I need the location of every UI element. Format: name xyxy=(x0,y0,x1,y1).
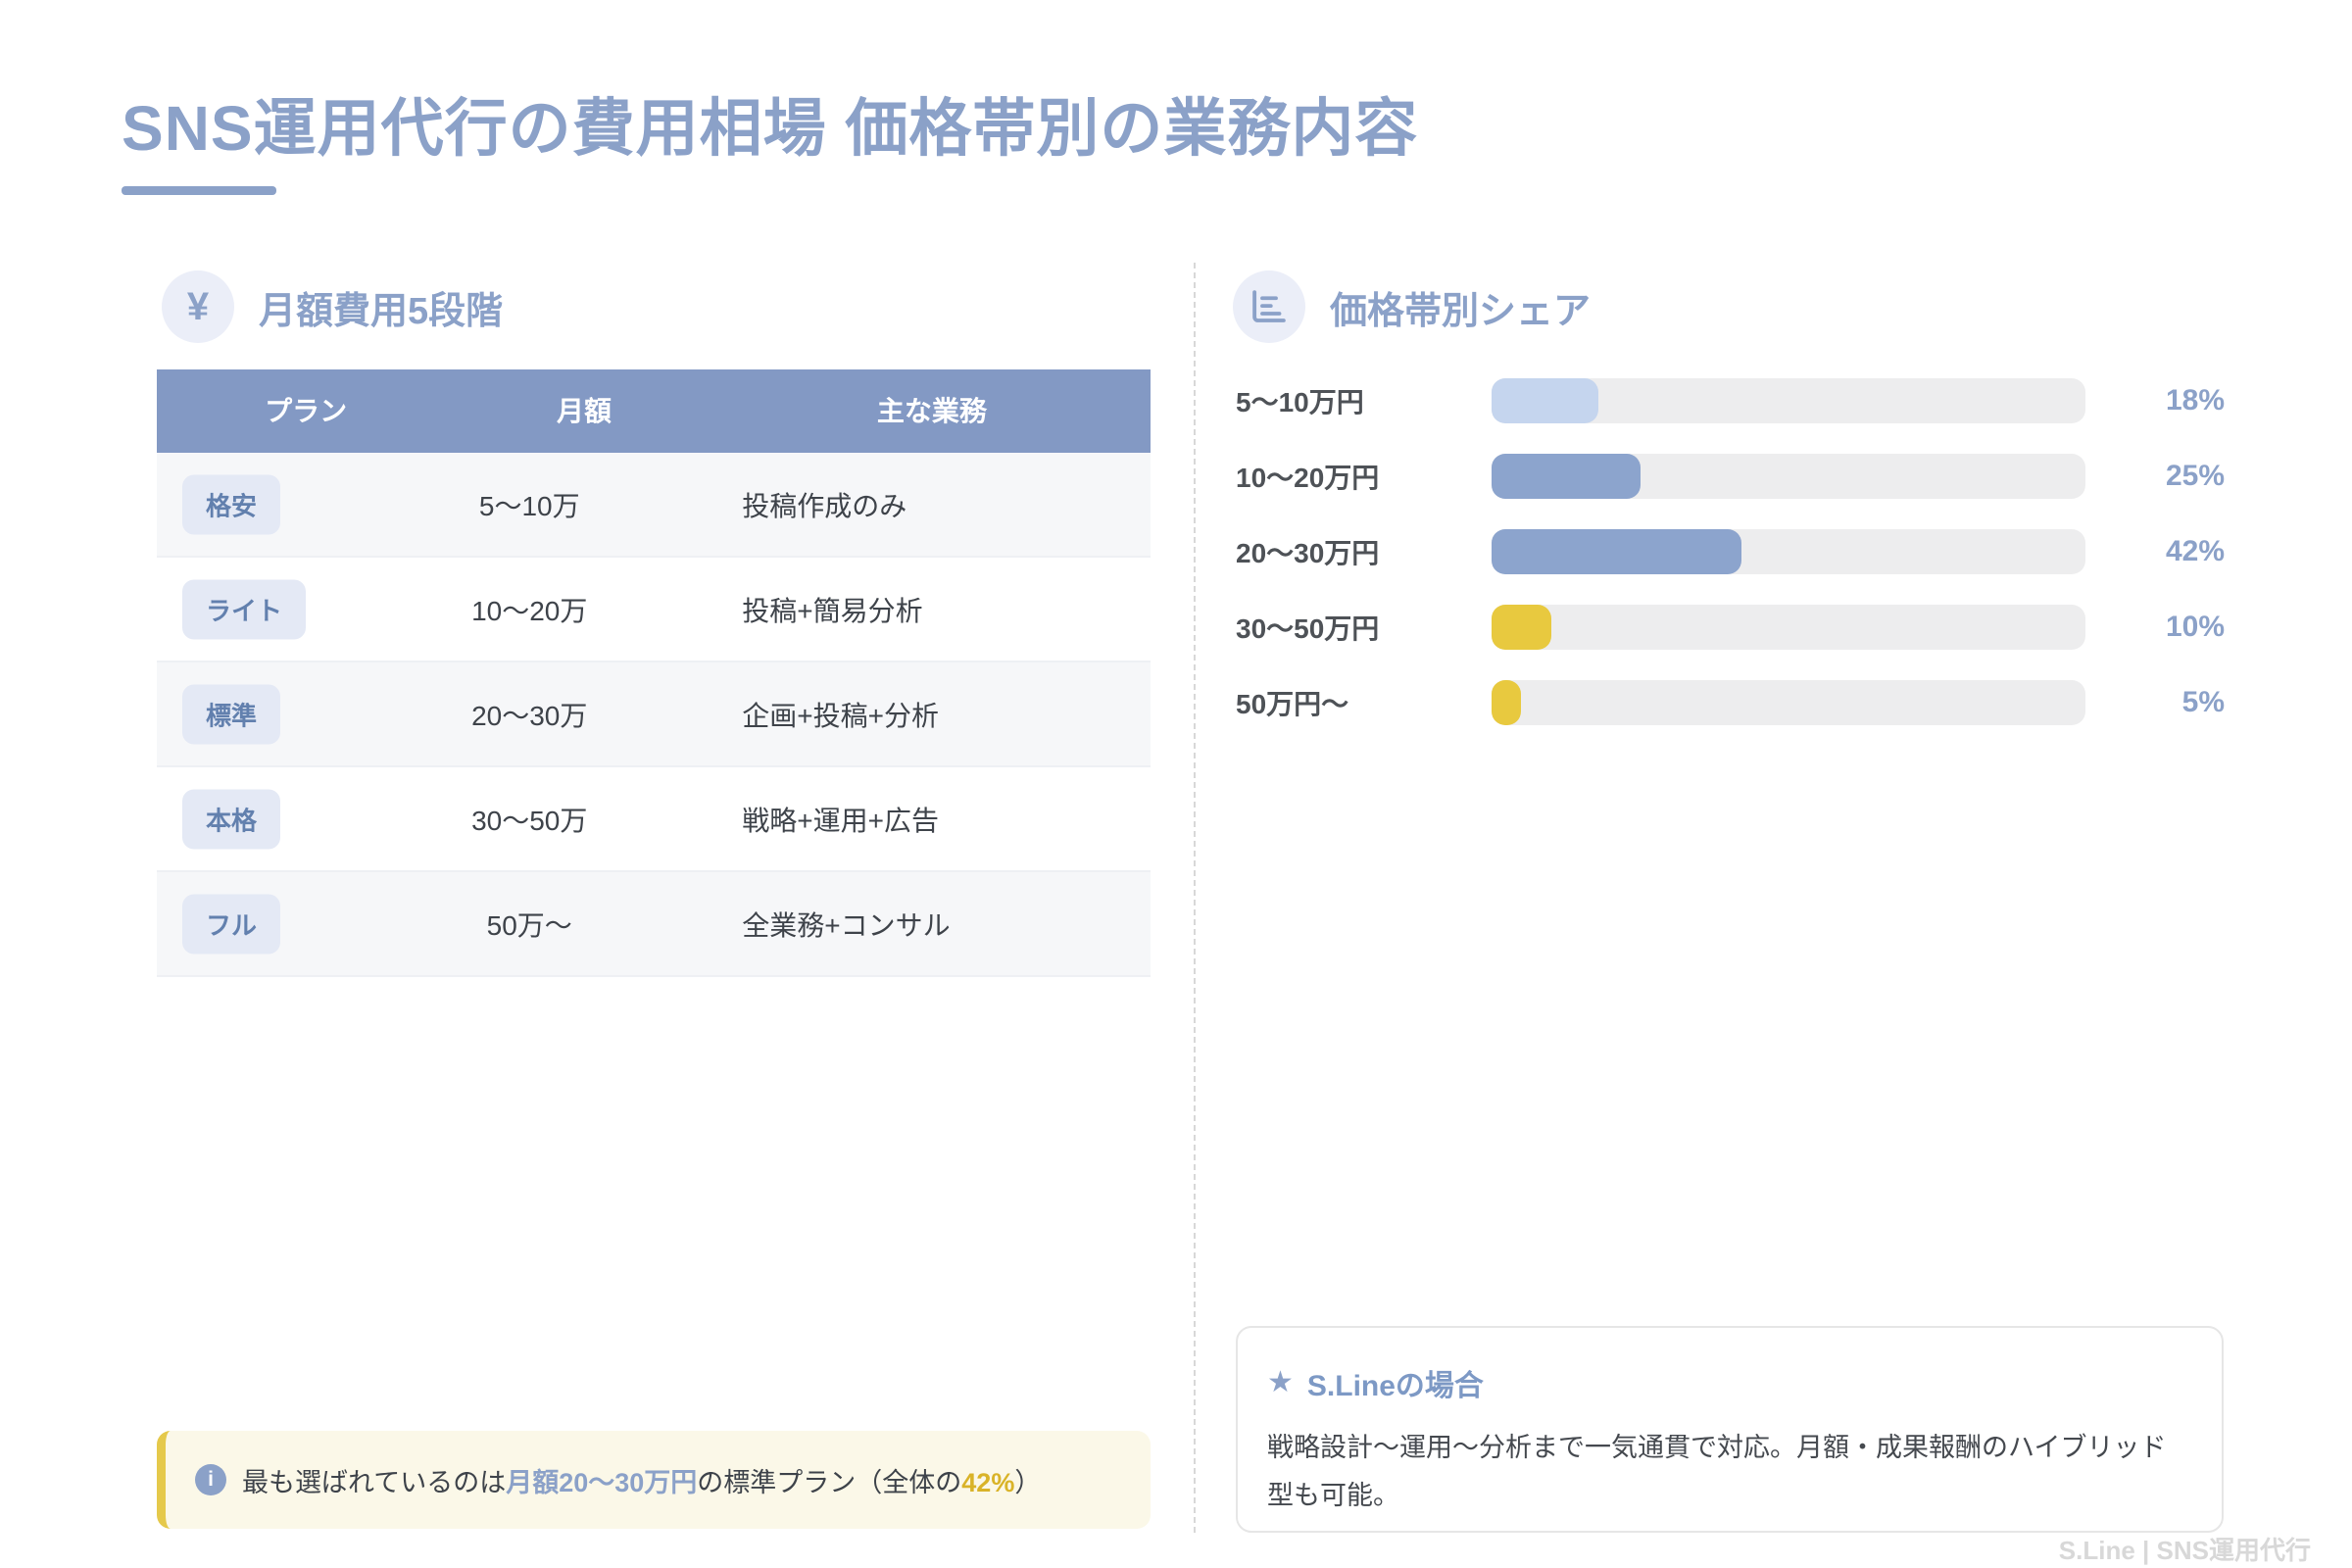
bar-track xyxy=(1492,680,2085,725)
plan-badge: 格安 xyxy=(182,474,281,534)
sline-card-head: ★ S.Lineの場合 xyxy=(1267,1361,2192,1404)
work-cell: 投稿+簡易分析 xyxy=(742,595,923,626)
note-highlight-gold: 42% xyxy=(961,1467,1015,1497)
share-bar-chart: 5〜10万円 18% 10〜20万円 25% 20〜30万円 42% 30〜50… xyxy=(1236,378,2225,756)
bar-value: 42% xyxy=(2165,535,2225,567)
footer-credit: S.Line | SNS運用代行 xyxy=(2058,1536,2311,1565)
bar-value: 18% xyxy=(2165,384,2225,416)
plan-badge: 本格 xyxy=(182,789,281,849)
note-box: i 最も選ばれているのは月額20〜30万円の標準プラン（全体の42%） xyxy=(157,1431,1151,1529)
plan-badge: フル xyxy=(182,894,281,954)
bar-fill xyxy=(1492,529,1741,574)
share-section-title: 価格帯別シェア xyxy=(1330,290,1592,332)
info-icon: i xyxy=(195,1464,226,1495)
note-highlight-blue: 月額20〜30万円 xyxy=(506,1467,698,1497)
pricing-table-header: プラン 月額 主な業務 xyxy=(157,369,1151,453)
bar-row: 30〜50万円 10% xyxy=(1236,605,2225,650)
sline-card-title: S.Lineの場合 xyxy=(1306,1370,1484,1402)
bar-fill xyxy=(1492,378,1599,423)
note-text: 最も選ばれているのは月額20〜30万円の標準プラン（全体の42%） xyxy=(242,1461,1041,1499)
sline-card: ★ S.Lineの場合 戦略設計〜運用〜分析まで一気通貫で対応。月額・成果報酬の… xyxy=(1236,1326,2224,1533)
price-cell: 5〜10万 xyxy=(478,490,580,521)
bar-chart-icon-circle xyxy=(1233,270,1305,343)
pricing-table: プラン 月額 主な業務 格安 5〜10万 投稿作成のみ ライト 10〜20万 投… xyxy=(157,369,1151,977)
note-suffix: ） xyxy=(1014,1467,1042,1497)
bar-value: 10% xyxy=(2165,611,2225,643)
page-title: SNS運用代行の費用相場 価格帯別の業務内容 xyxy=(122,93,1419,164)
star-icon: ★ xyxy=(1267,1366,1294,1398)
sline-card-body: 戦略設計〜運用〜分析まで一気通貫で対応。月額・成果報酬のハイブリッド型も可能。 xyxy=(1267,1433,2167,1510)
plan-badge: ライト xyxy=(182,579,307,639)
table-row: フル 50万〜 全業務+コンサル xyxy=(157,872,1151,977)
plan-badge: 標準 xyxy=(182,684,281,744)
bar-fill xyxy=(1492,680,1522,725)
bar-track xyxy=(1492,378,2085,423)
work-cell: 全業務+コンサル xyxy=(742,909,951,941)
bar-row: 5〜10万円 18% xyxy=(1236,378,2225,423)
share-section-head: 価格帯別シェア xyxy=(1233,270,1591,343)
bar-track xyxy=(1492,529,2085,574)
table-row: ライト 10〜20万 投稿+簡易分析 xyxy=(157,558,1151,662)
vertical-divider xyxy=(1194,263,1196,1533)
bar-row: 50万円〜 5% xyxy=(1236,680,2225,725)
title-underline xyxy=(122,186,276,195)
column-header-plan: プラン xyxy=(265,396,348,426)
note-prefix: 最も選ばれているのは xyxy=(242,1467,507,1497)
bar-label: 5〜10万円 xyxy=(1236,387,1364,417)
bar-fill xyxy=(1492,605,1551,650)
column-header-work: 主な業務 xyxy=(876,396,987,426)
bar-label: 10〜20万円 xyxy=(1236,463,1380,493)
bar-track xyxy=(1492,454,2085,499)
bar-label: 30〜50万円 xyxy=(1236,613,1380,644)
note-middle: の標準プラン（全体の xyxy=(697,1467,962,1497)
bar-value: 25% xyxy=(2165,460,2225,492)
price-cell: 20〜30万 xyxy=(471,700,588,731)
bar-label: 50万円〜 xyxy=(1236,689,1349,719)
bar-fill xyxy=(1492,454,1641,499)
bar-row: 10〜20万円 25% xyxy=(1236,454,2225,499)
price-cell: 10〜20万 xyxy=(471,595,588,626)
table-row: 本格 30〜50万 戦略+運用+広告 xyxy=(157,767,1151,872)
work-cell: 戦略+運用+広告 xyxy=(742,805,939,836)
pricing-section-title: 月額費用5段階 xyxy=(259,290,504,332)
work-cell: 投稿作成のみ xyxy=(742,490,907,521)
pricing-section-head: ¥ 月額費用5段階 xyxy=(162,270,503,343)
column-header-price: 月額 xyxy=(556,396,612,426)
table-row: 格安 5〜10万 投稿作成のみ xyxy=(157,453,1151,558)
bar-value: 5% xyxy=(2181,686,2225,718)
table-row: 標準 20〜30万 企画+投稿+分析 xyxy=(157,662,1151,767)
price-cell: 50万〜 xyxy=(486,909,572,941)
work-cell: 企画+投稿+分析 xyxy=(742,700,939,731)
bar-label: 20〜30万円 xyxy=(1236,538,1380,568)
bar-row: 20〜30万円 42% xyxy=(1236,529,2225,574)
yen-icon-circle: ¥ xyxy=(162,270,234,343)
bar-track xyxy=(1492,605,2085,650)
price-cell: 30〜50万 xyxy=(471,805,588,836)
yen-icon: ¥ xyxy=(186,285,210,328)
bar-chart-icon xyxy=(1252,290,1286,322)
